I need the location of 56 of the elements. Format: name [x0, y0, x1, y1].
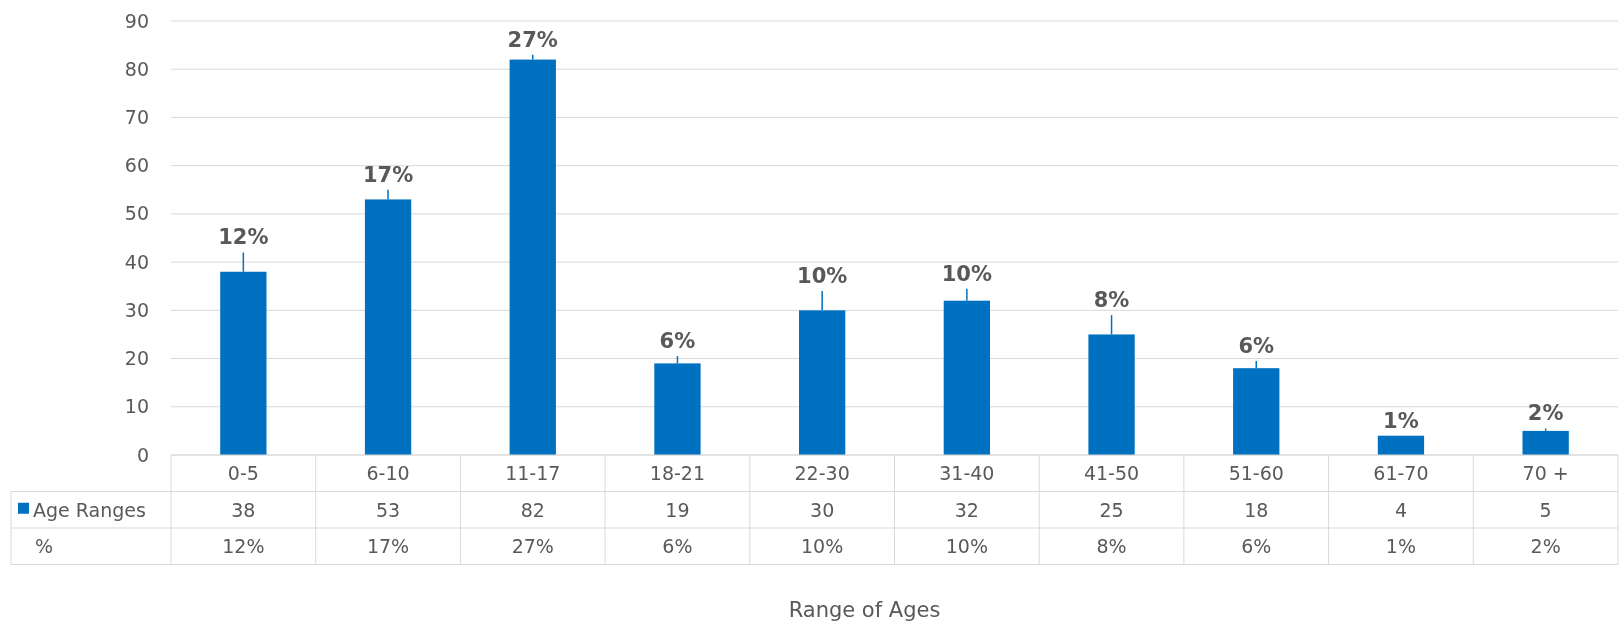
annotation: 10% [941, 261, 992, 286]
x-tick-label: 61-70 [1373, 462, 1429, 485]
data-label: 4 [1394, 498, 1407, 521]
data-label: 32 [954, 498, 979, 521]
annotation: 6% [659, 329, 696, 354]
data-label: 82 [520, 498, 545, 521]
x-tick-label: 11-17 [505, 462, 561, 485]
annotation: 17% [362, 162, 414, 187]
x-tick-label: 6-10 [366, 462, 410, 485]
annotation: 1% [1383, 408, 1419, 433]
x-tick-label: 18-21 [649, 462, 706, 485]
text: 12% [222, 535, 265, 558]
y-tick-label: 90 [124, 9, 149, 32]
annotation: 10% [797, 264, 848, 289]
y-tick-label: 70 [124, 106, 149, 129]
data-label: 5 [1539, 498, 1552, 521]
annotation: 27% [507, 27, 558, 52]
data-label: 19 [665, 498, 690, 521]
text: 10% [801, 535, 844, 558]
bar [509, 59, 556, 455]
text: 1% [1385, 535, 1417, 558]
text: % [35, 535, 54, 558]
data-label: 53 [375, 498, 401, 521]
y-tick-label: 30 [124, 298, 149, 321]
annotation: 12% [218, 225, 269, 250]
text: Range of Ages [788, 598, 941, 622]
text: 6% [1241, 535, 1272, 558]
legend-label: Age Ranges [33, 498, 146, 521]
x-tick-label: 22-30 [794, 462, 850, 485]
data-label: 38 [231, 498, 256, 521]
annotation: 8% [1093, 288, 1130, 313]
text: 27% [511, 535, 554, 558]
y-tick-label: 20 [124, 347, 149, 370]
y-tick-label: 60 [124, 154, 149, 177]
x-tick-label: 31-40 [939, 462, 995, 485]
text: 10% [945, 535, 988, 558]
bar [1377, 435, 1425, 455]
text: 6% [662, 535, 693, 558]
annotation: 6% [1238, 333, 1275, 358]
x-tick-label: 0-5 [227, 462, 259, 485]
x-tick-label: 41-50 [1083, 462, 1140, 485]
text: 8% [1096, 535, 1127, 558]
y-tick-label: 10 [124, 395, 149, 418]
y-tick-label: 0 [136, 443, 149, 466]
text: 17% [366, 535, 410, 558]
data-label: 30 [810, 498, 835, 521]
data-label: 25 [1099, 498, 1124, 521]
x-tick-label: 70 + [1522, 462, 1569, 485]
annotation: 2% [1527, 401, 1564, 426]
x-tick-label: 51-60 [1228, 462, 1284, 485]
y-tick-label: 50 [124, 202, 149, 225]
y-tick-label: 80 [124, 57, 149, 80]
bar [1522, 430, 1569, 455]
data-label: 18 [1244, 498, 1269, 521]
y-tick-label: 40 [124, 250, 149, 273]
text: 2% [1530, 535, 1561, 558]
